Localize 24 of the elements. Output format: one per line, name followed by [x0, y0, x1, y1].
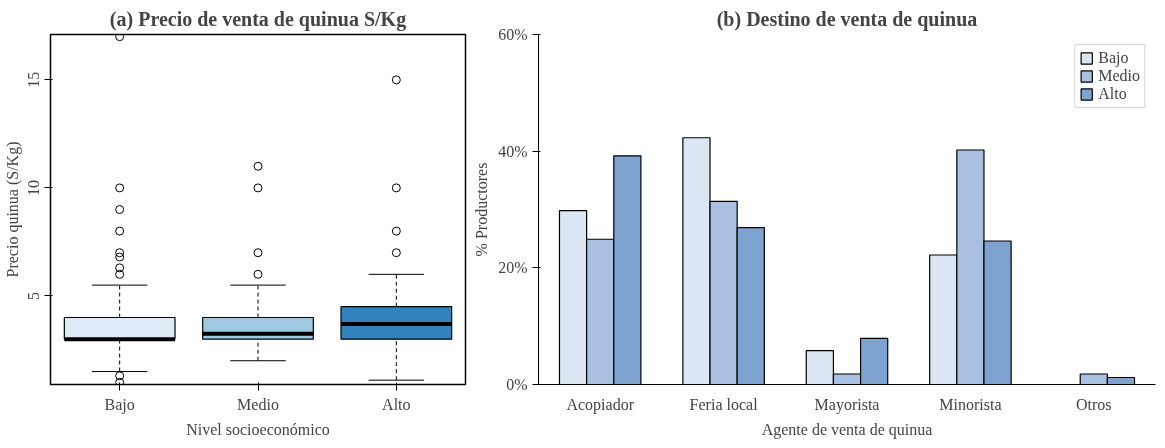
x-tick-label: Medio: [237, 395, 279, 413]
y-tick-label: 20%: [498, 259, 528, 277]
y-tick-label: 0%: [506, 376, 528, 393]
legend-label: Bajo: [1098, 49, 1129, 67]
y-tick-label: 5: [25, 291, 43, 300]
legend-label: Alto: [1098, 85, 1127, 103]
x-tick-label: Acopiador: [566, 395, 635, 414]
y-tick-label: 10: [25, 179, 43, 196]
x-tick-label: Bajo: [104, 395, 135, 414]
x-tick-label: Minorista: [939, 395, 1002, 413]
x-axis-title: Agente de venta de quinua: [761, 420, 933, 439]
x-tick-label: Otros: [1076, 395, 1112, 413]
y-tick-label: 60%: [498, 26, 528, 43]
x-tick-label: Alto: [382, 395, 411, 413]
x-tick-label: Mayorista: [814, 395, 880, 414]
x-tick-label: Feria local: [689, 395, 759, 413]
chart-title: (a) Precio de venta de quinua S/Kg: [109, 7, 407, 31]
y-tick-label: 15: [25, 71, 43, 88]
legend-label: Medio: [1098, 67, 1140, 85]
x-axis-title: Nivel socioeconómico: [186, 420, 330, 438]
chart-title: (b) Destino de venta de quinua: [716, 7, 978, 31]
y-tick-label: 40%: [498, 142, 528, 160]
y-axis-title: % Productores: [473, 162, 491, 257]
y-axis-title: Precio quinua (S/Kg): [3, 141, 22, 278]
